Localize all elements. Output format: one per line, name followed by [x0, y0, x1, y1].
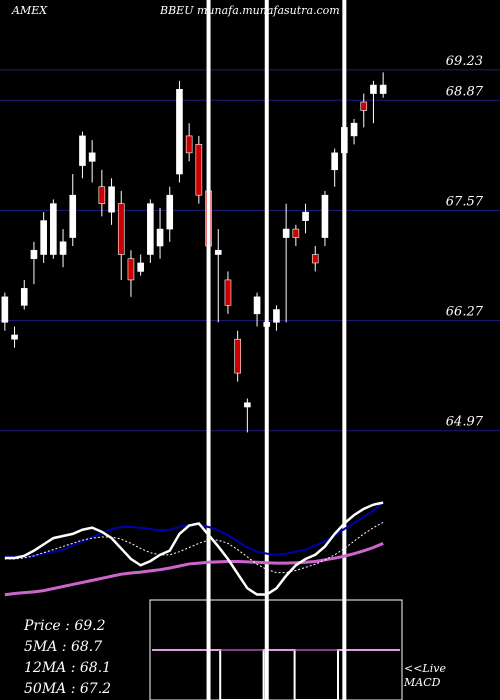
candle-up — [30, 249, 38, 260]
macd-title-label: MACD — [403, 676, 441, 689]
candle-up — [331, 152, 338, 171]
price-tick-label: 68.87 — [446, 84, 484, 99]
price-tick-labels: 69.23 68.87 67.57 66.27 64.97 — [446, 54, 484, 430]
candle-up — [370, 84, 377, 94]
candle-up — [50, 203, 57, 255]
candle-down — [234, 338, 241, 374]
candle-up — [1, 296, 9, 323]
ma12-stat: 12MA : 68.1 — [24, 660, 111, 676]
candle-up — [88, 152, 96, 162]
candle-up — [379, 84, 387, 94]
ma-long-line — [4, 542, 384, 597]
macd-live-label: <<Live — [404, 662, 446, 675]
candle-up — [282, 228, 290, 238]
candle-down — [360, 101, 368, 111]
candle-up — [20, 288, 28, 306]
price-tick-label: 64.97 — [446, 415, 484, 430]
price-tick-label: 66.27 — [446, 305, 484, 320]
ma5-stat: 5MA : 68.7 — [24, 639, 102, 655]
candle-up — [137, 262, 144, 272]
candle-down — [195, 144, 203, 196]
candle-up — [147, 203, 154, 255]
candle-up — [79, 135, 86, 166]
candle-up — [108, 186, 115, 213]
symbol-source-label: BBEU munafa.munafasutra.com — [159, 4, 340, 17]
price-gridlines — [0, 69, 500, 432]
candle-up — [214, 249, 222, 255]
candle-up — [166, 194, 174, 230]
candle-down — [311, 254, 319, 264]
candle-up — [69, 194, 77, 238]
candle-up — [253, 296, 261, 315]
candle-down — [185, 135, 193, 154]
price-tick-label: 67.57 — [446, 194, 484, 209]
macd-line — [4, 501, 384, 596]
candle-up — [11, 334, 18, 340]
candle-down — [127, 258, 135, 281]
candle-down — [292, 228, 300, 238]
macd-histogram — [152, 649, 400, 700]
vertical-markers — [206, 0, 347, 700]
candle-down — [224, 279, 232, 306]
candle-up — [302, 211, 309, 221]
candle-up — [59, 241, 67, 255]
price-stat: Price : 69.2 — [23, 618, 106, 634]
price-tick-label: 69.23 — [446, 54, 483, 69]
candle-up — [350, 122, 358, 137]
candle-up — [273, 309, 280, 323]
candle-up — [244, 402, 251, 408]
candle-up — [321, 194, 329, 238]
ma50-stat: 50MA : 67.2 — [24, 681, 111, 697]
candle-down — [117, 203, 125, 255]
exchange-label: AMEX — [11, 4, 48, 17]
signal-line — [4, 521, 384, 574]
candle-down — [98, 186, 106, 204]
macd-lines — [4, 501, 384, 597]
candle-up — [40, 220, 47, 255]
candle-up — [156, 228, 164, 247]
candle-up — [176, 89, 183, 175]
